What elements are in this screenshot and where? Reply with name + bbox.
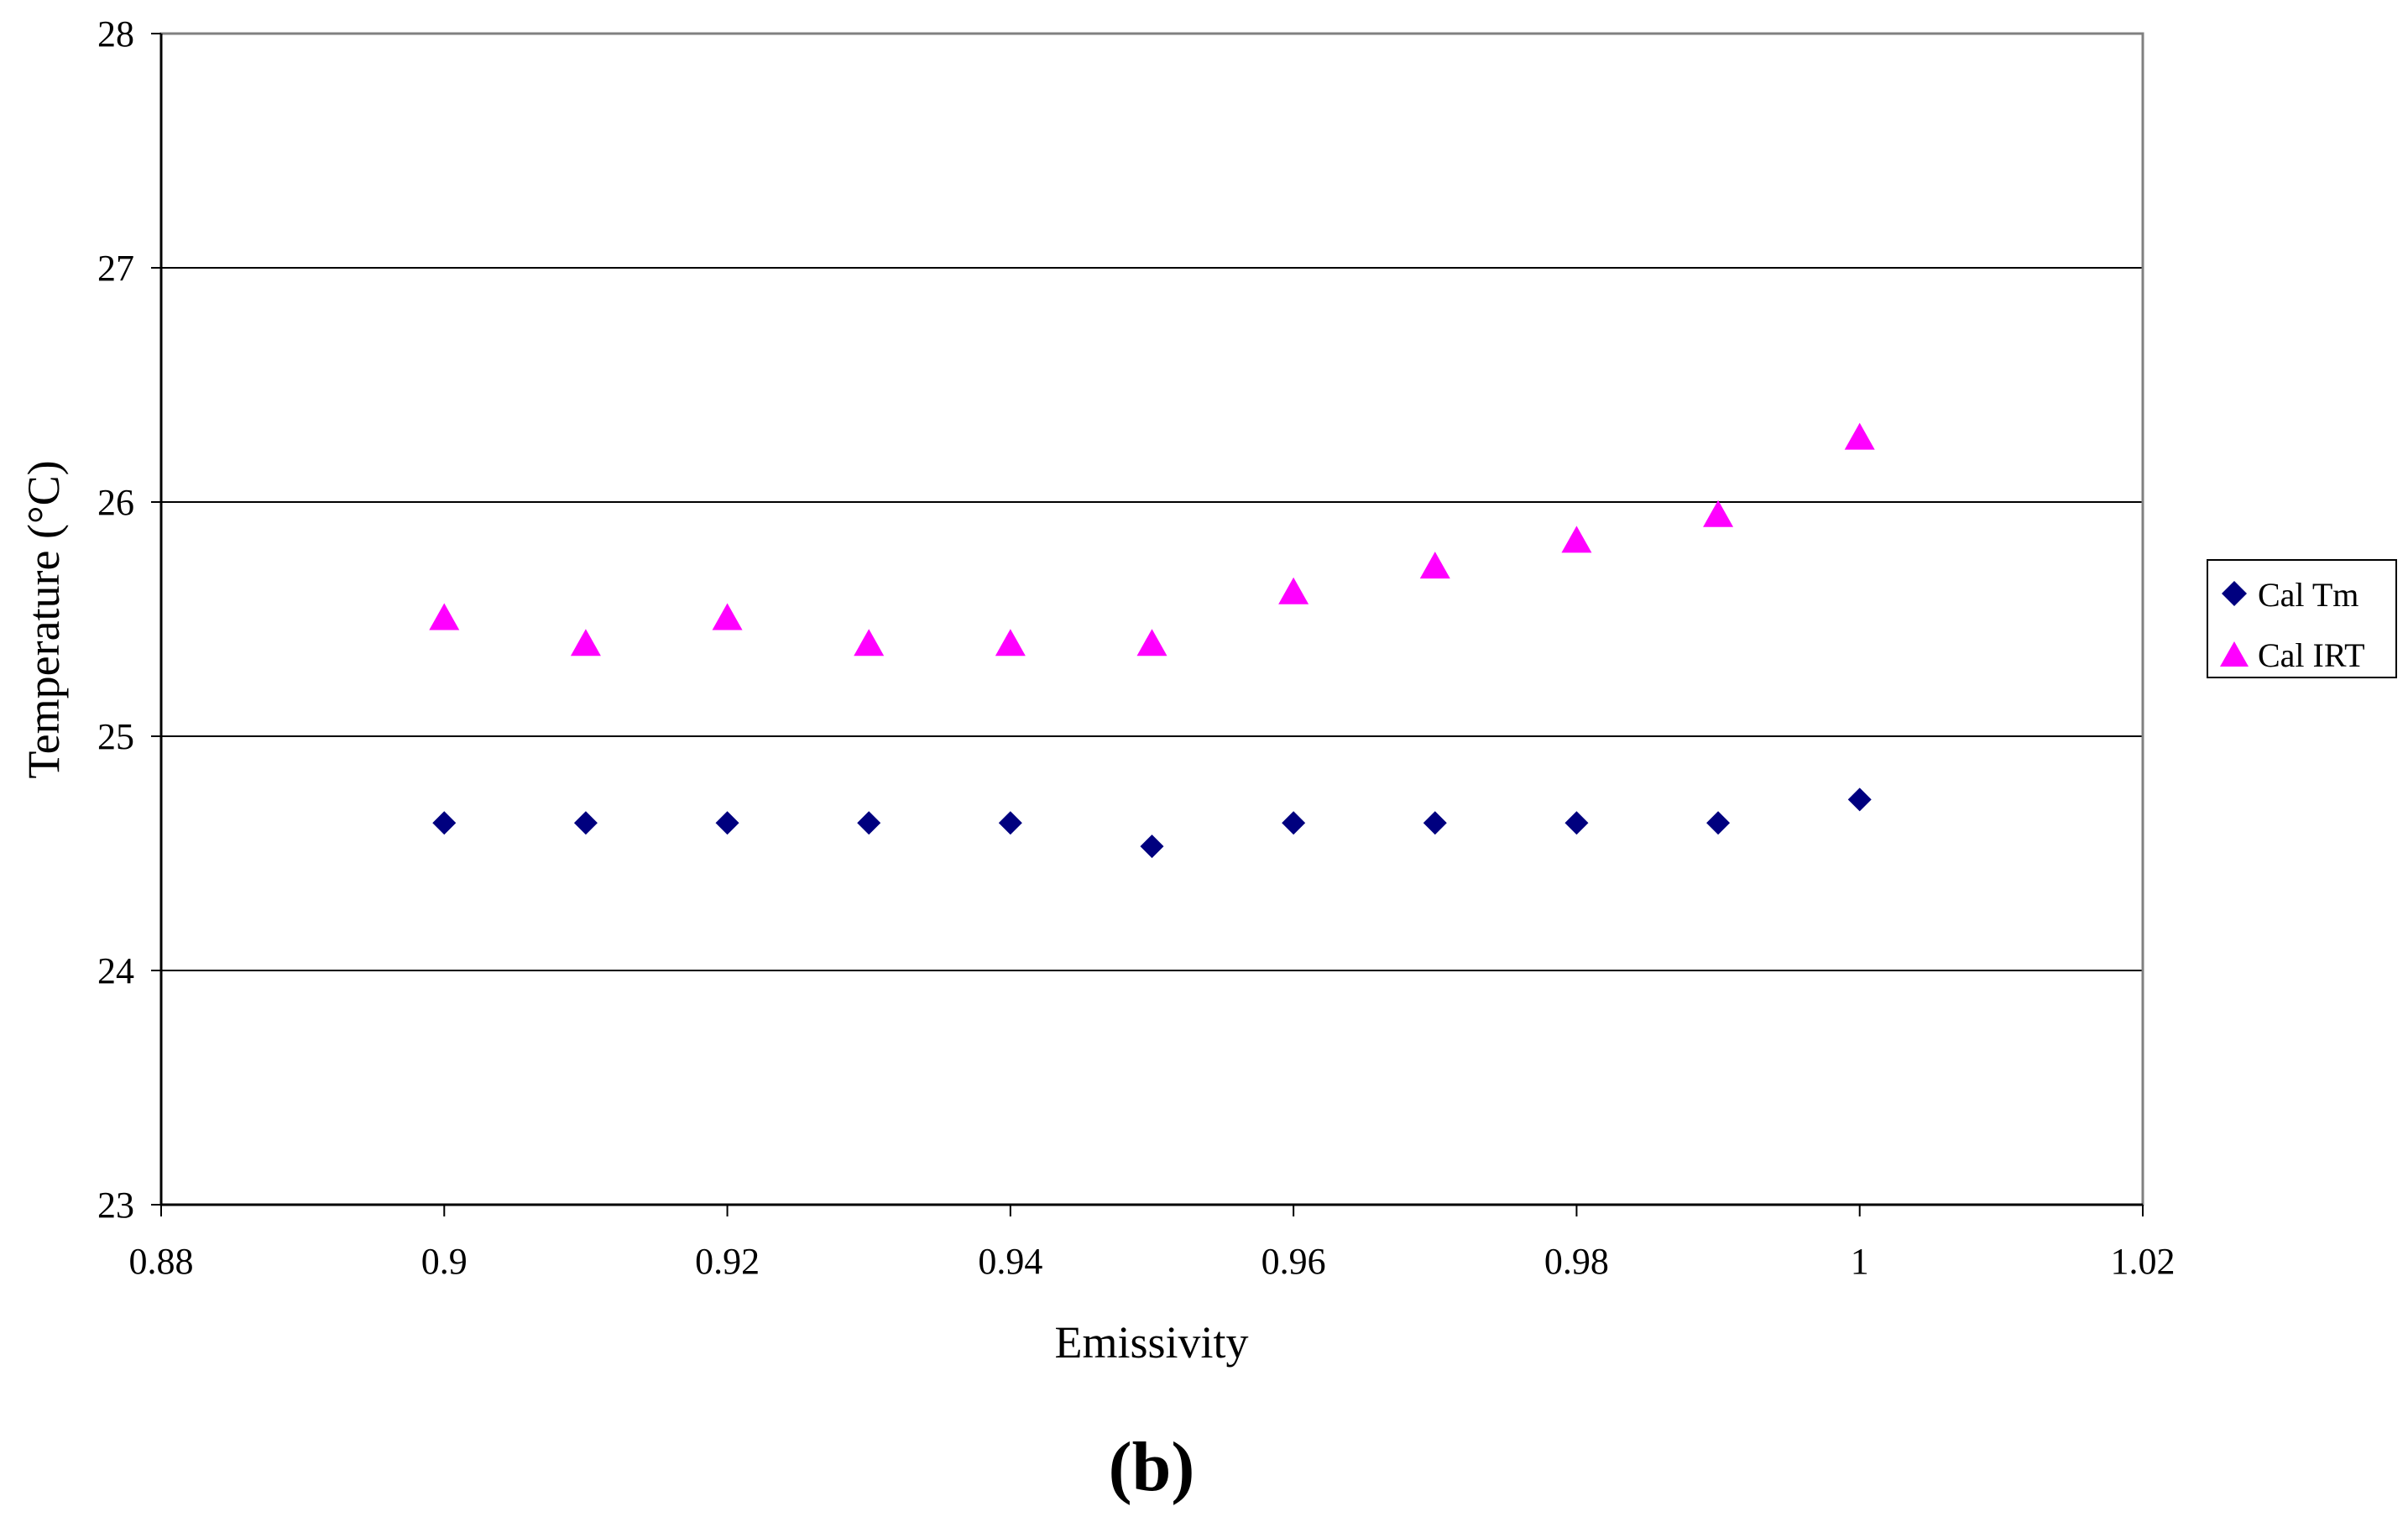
cal-tm-point <box>1423 811 1447 835</box>
cal-irt-point <box>429 603 460 630</box>
plot-area <box>159 32 2144 1206</box>
y-tick-label: 28 <box>97 13 134 55</box>
y-tick-label: 25 <box>97 716 134 757</box>
x-tick-label: 0.9 <box>421 1241 467 1282</box>
legend: Cal Tm Cal IRT <box>2207 559 2397 678</box>
x-tick-label: 0.92 <box>695 1241 760 1282</box>
cal-irt-point <box>570 629 601 656</box>
cal-tm-point <box>1282 811 1306 835</box>
cal-tm-point <box>432 811 457 835</box>
x-tick-label: 0.98 <box>1544 1241 1609 1282</box>
cal-irt-point <box>1561 526 1592 553</box>
y-axis-title: Temperature (°C) <box>18 460 69 778</box>
cal-irt-point <box>854 629 885 656</box>
y-tick-label: 27 <box>97 248 134 289</box>
legend-label-cal-irt: Cal IRT <box>2258 636 2365 674</box>
x-axis: 0.88 0.9 0.92 0.94 0.96 0.98 1 1.02 <box>129 1203 2176 1282</box>
series-cal-irt <box>429 422 1875 656</box>
cal-irt-point <box>1703 500 1734 527</box>
legend-label-cal-tm: Cal Tm <box>2258 576 2358 614</box>
cal-irt-point <box>1419 552 1450 579</box>
y-tick-label: 24 <box>97 950 134 991</box>
y-tick-label: 23 <box>97 1185 134 1226</box>
x-tick-label: 0.96 <box>1261 1241 1326 1282</box>
panel-label: (b) <box>1109 1428 1195 1506</box>
cal-tm-point <box>1847 787 1872 812</box>
x-axis-title: Emissivity <box>1054 1317 1248 1368</box>
cal-tm-point <box>1564 811 1589 835</box>
cal-tm-point <box>857 811 881 835</box>
cal-irt-point <box>1844 422 1875 450</box>
cal-irt-point <box>995 629 1026 656</box>
x-tick-label: 0.94 <box>978 1241 1042 1282</box>
cal-irt-point <box>1136 629 1167 656</box>
x-tick-label: 1 <box>1851 1241 1869 1282</box>
y-tick-label: 26 <box>97 482 134 523</box>
x-tick-label: 1.02 <box>2111 1241 2176 1282</box>
cal-tm-point <box>998 811 1022 835</box>
cal-tm-point <box>1706 811 1731 835</box>
cal-tm-point <box>715 811 739 835</box>
cal-tm-point <box>573 811 598 835</box>
y-axis: 23 24 25 26 27 28 <box>97 13 163 1226</box>
gridlines <box>161 267 2143 971</box>
cal-irt-point <box>712 603 743 630</box>
series-cal-tm <box>432 787 1872 859</box>
legend-marker-cal-tm <box>2222 581 2247 606</box>
cal-tm-point <box>1140 834 1164 859</box>
data-series <box>429 422 1875 859</box>
cal-irt-point <box>1278 577 1309 604</box>
x-tick-label: 0.88 <box>129 1241 194 1282</box>
legend-marker-cal-irt <box>2220 641 2249 667</box>
